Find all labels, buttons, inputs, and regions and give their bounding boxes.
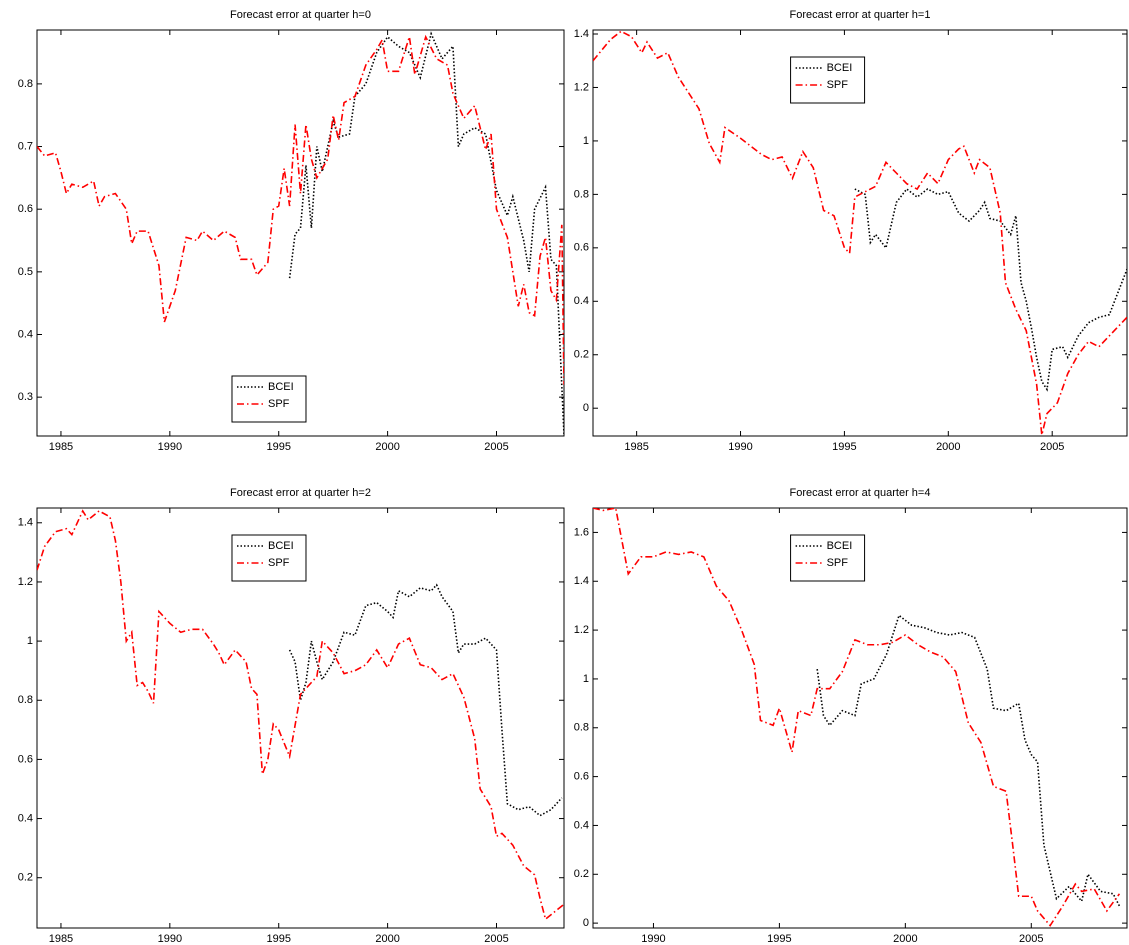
legend: BCEI SPF (790, 534, 866, 582)
y-tick-label: 1.2 (574, 81, 589, 93)
y-tick-label: 1.2 (18, 576, 33, 588)
y-tick-label: 0.6 (574, 771, 589, 783)
y-tick-label: 0.4 (574, 295, 589, 307)
series-line (593, 30, 1127, 436)
y-tick-label: 0 (583, 402, 589, 414)
subplot-title: Forecast error at quarter h=1 (790, 9, 931, 21)
legend-label: SPF (827, 557, 849, 569)
y-tick-label: 0.4 (18, 328, 33, 340)
y-tick-label: 0.3 (18, 391, 33, 403)
y-tick-label: 0.8 (574, 188, 589, 200)
x-tick-label: 1995 (266, 933, 290, 945)
x-tick-label: 1985 (49, 933, 73, 945)
legend: BCEI SPF (231, 375, 307, 423)
x-tick-label: 2000 (375, 933, 399, 945)
legend-box (790, 56, 866, 104)
legend-label: BCEI (268, 540, 294, 552)
series-group (37, 509, 564, 921)
y-tick-label: 0.6 (18, 753, 33, 765)
y-tick-label: 0.6 (574, 242, 589, 254)
y-tick-label: 0.8 (18, 78, 33, 90)
legend-label: SPF (827, 79, 849, 91)
subplot: Forecast error at quarter h=4 1990 1995 200… (574, 487, 1128, 945)
series-group (37, 31, 564, 435)
y-tick-label: 0.8 (18, 694, 33, 706)
legend: BCEI SPF (231, 534, 307, 582)
plot-area (36, 29, 565, 437)
x-tick-label: 1990 (158, 933, 182, 945)
x-tick-label: 1990 (641, 933, 665, 945)
x-tick-label: 1995 (266, 441, 290, 453)
series-group (593, 508, 1121, 927)
x-tick-label: 1995 (832, 441, 856, 453)
x-tick-label: 2005 (484, 933, 508, 945)
series-line (288, 583, 563, 817)
series-line (37, 509, 564, 921)
x-tick-label: 1985 (624, 441, 648, 453)
x-tick-label: 2000 (375, 441, 399, 453)
x-tick-label: 1985 (49, 441, 73, 453)
x-tick-label: 2000 (936, 441, 960, 453)
subplot: Forecast error at quarter h=1 1985 1990 199… (574, 9, 1128, 453)
y-tick-label: 0.6 (18, 203, 33, 215)
subplot-title: Forecast error at quarter h=2 (230, 487, 371, 499)
series-line (816, 614, 1121, 907)
y-tick-label: 1 (583, 673, 589, 685)
legend-box (231, 534, 307, 582)
subplot-title: Forecast error at quarter h=0 (230, 9, 371, 21)
legend-label: BCEI (827, 540, 853, 552)
x-tick-label: 1995 (767, 933, 791, 945)
x-tick-label: 2005 (1019, 933, 1043, 945)
legend-box (790, 534, 866, 582)
y-tick-label: 1 (27, 635, 33, 647)
y-tick-label: 0.8 (574, 722, 589, 734)
subplot-title: Forecast error at quarter h=4 (790, 487, 931, 499)
x-tick-label: 2005 (484, 441, 508, 453)
series-group (593, 30, 1127, 436)
subplot: Forecast error at quarter h=2 1985 1990 199… (18, 487, 565, 945)
x-tick-label: 1990 (158, 441, 182, 453)
y-tick-label: 0.2 (574, 349, 589, 361)
legend-box (231, 375, 307, 423)
x-tick-label: 2000 (893, 933, 917, 945)
legend-label: BCEI (268, 381, 294, 393)
legend: BCEI SPF (790, 56, 866, 104)
y-tick-label: 0.2 (574, 868, 589, 880)
y-tick-label: 0.4 (18, 812, 33, 824)
series-line (37, 34, 564, 385)
y-tick-label: 0 (583, 917, 589, 929)
legend-label: SPF (268, 398, 290, 410)
y-tick-label: 1.4 (574, 575, 589, 587)
x-tick-label: 1990 (728, 441, 752, 453)
y-tick-label: 1 (583, 135, 589, 147)
y-tick-label: 1.6 (574, 526, 589, 538)
y-tick-label: 1.2 (574, 624, 589, 636)
legend-label: SPF (268, 557, 290, 569)
legend-label: BCEI (827, 62, 853, 74)
y-tick-label: 1.4 (18, 517, 33, 529)
y-tick-label: 0.4 (574, 819, 589, 831)
y-tick-label: 0.2 (18, 872, 33, 884)
x-tick-label: 2005 (1040, 441, 1064, 453)
y-tick-label: 0.7 (18, 140, 33, 152)
y-tick-label: 0.5 (18, 266, 33, 278)
subplot: Forecast error at quarter h=0 1985 1990 199… (18, 9, 565, 453)
y-tick-label: 1.4 (574, 28, 589, 40)
series-line (593, 508, 1121, 927)
